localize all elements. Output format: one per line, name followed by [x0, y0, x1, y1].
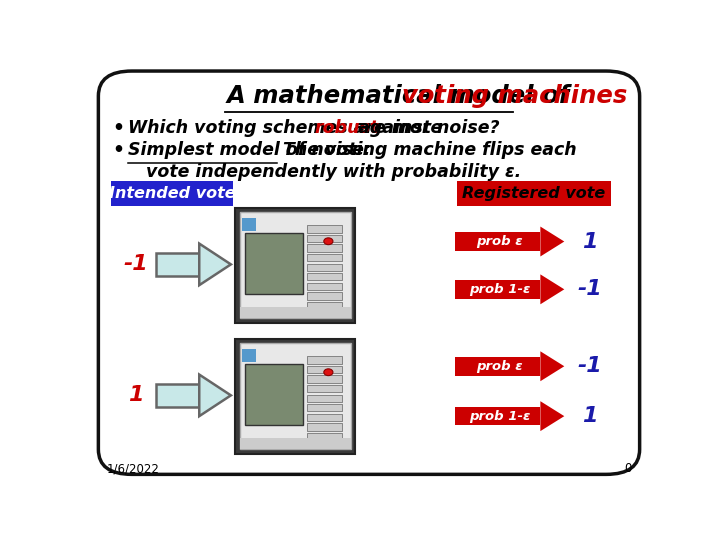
Text: prob 1-ε: prob 1-ε [469, 410, 531, 423]
Polygon shape [541, 401, 564, 431]
FancyBboxPatch shape [240, 438, 351, 449]
Text: 1: 1 [128, 386, 143, 406]
FancyBboxPatch shape [111, 181, 233, 206]
Polygon shape [199, 244, 231, 285]
Text: 1: 1 [582, 406, 597, 426]
Circle shape [324, 238, 333, 245]
FancyBboxPatch shape [235, 208, 355, 322]
Polygon shape [541, 227, 564, 256]
Polygon shape [541, 274, 564, 305]
FancyBboxPatch shape [245, 233, 303, 294]
FancyBboxPatch shape [456, 407, 541, 426]
Text: -1: -1 [577, 279, 602, 299]
FancyBboxPatch shape [240, 307, 351, 318]
FancyBboxPatch shape [156, 253, 199, 276]
FancyBboxPatch shape [243, 218, 256, 231]
FancyBboxPatch shape [243, 349, 256, 362]
Text: 1: 1 [582, 232, 597, 252]
FancyBboxPatch shape [307, 414, 342, 421]
Polygon shape [541, 352, 564, 381]
Text: Intended vote: Intended vote [109, 186, 235, 201]
Text: •: • [112, 118, 125, 138]
FancyBboxPatch shape [240, 342, 351, 449]
FancyBboxPatch shape [307, 254, 342, 261]
FancyBboxPatch shape [307, 245, 342, 252]
FancyBboxPatch shape [307, 375, 342, 383]
FancyBboxPatch shape [307, 302, 342, 309]
Text: The voting machine flips each: The voting machine flips each [277, 141, 577, 159]
Text: -1: -1 [123, 254, 148, 274]
FancyBboxPatch shape [307, 423, 342, 430]
FancyBboxPatch shape [307, 235, 342, 242]
Text: voting machines: voting machines [402, 84, 627, 108]
FancyBboxPatch shape [307, 395, 342, 402]
FancyBboxPatch shape [307, 404, 342, 411]
Text: Simplest model of noise:: Simplest model of noise: [128, 141, 371, 159]
Text: Which voting schemes are more: Which voting schemes are more [128, 119, 448, 137]
FancyBboxPatch shape [307, 264, 342, 271]
Text: 0: 0 [624, 462, 631, 475]
FancyBboxPatch shape [307, 366, 342, 373]
FancyBboxPatch shape [307, 273, 342, 280]
Text: A mathematical model of: A mathematical model of [227, 84, 578, 108]
FancyBboxPatch shape [456, 357, 541, 375]
FancyBboxPatch shape [307, 433, 342, 440]
Text: prob ε: prob ε [477, 235, 523, 248]
FancyBboxPatch shape [307, 282, 342, 290]
FancyBboxPatch shape [245, 364, 303, 426]
FancyBboxPatch shape [457, 181, 611, 206]
Circle shape [324, 369, 333, 376]
Text: •: • [112, 141, 125, 160]
FancyBboxPatch shape [235, 339, 355, 454]
Text: 1/6/2022: 1/6/2022 [107, 462, 160, 475]
FancyBboxPatch shape [307, 356, 342, 364]
FancyBboxPatch shape [307, 225, 342, 233]
FancyBboxPatch shape [307, 385, 342, 393]
Text: prob ε: prob ε [477, 360, 523, 373]
Text: robust: robust [315, 119, 379, 137]
Polygon shape [199, 375, 231, 416]
FancyBboxPatch shape [99, 71, 639, 474]
FancyBboxPatch shape [456, 232, 541, 251]
Text: prob 1-ε: prob 1-ε [469, 283, 531, 296]
FancyBboxPatch shape [156, 384, 199, 407]
Text: vote independently with probability ε.: vote independently with probability ε. [128, 163, 521, 181]
Text: against noise?: against noise? [352, 119, 500, 137]
FancyBboxPatch shape [240, 212, 351, 318]
FancyBboxPatch shape [456, 280, 541, 299]
Text: -1: -1 [577, 356, 602, 376]
Text: Registered vote: Registered vote [462, 186, 606, 201]
FancyBboxPatch shape [307, 292, 342, 300]
